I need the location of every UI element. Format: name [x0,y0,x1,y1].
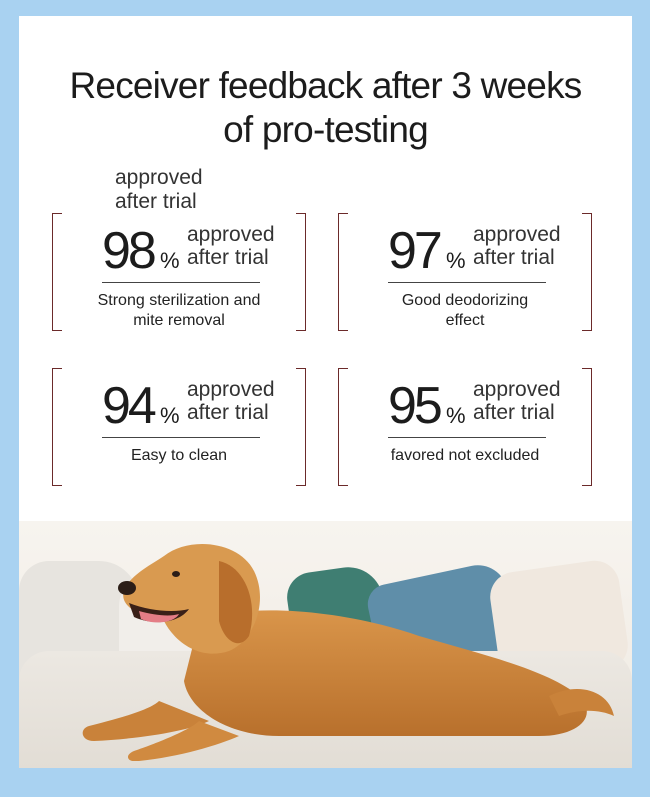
percent-sign: % [446,403,466,428]
bracket-right [296,213,306,331]
description-line-1: favored not excluded [390,447,540,464]
stat-label-line-2: after trial [187,246,269,269]
bracket-right [582,368,592,486]
stat-card-easy-clean: 94 % approved after trial Easy to clean [52,368,306,486]
stat-percentage: 98 [102,222,157,280]
stat-label: approved after trial [187,378,275,424]
stat-description: Strong sterilization and mite removal [72,291,286,331]
bracket-left [52,368,62,486]
dog-on-sofa-photo [19,521,632,768]
title-line-1: Receiver feedback after 3 weeks [69,65,583,106]
stat-description: Good deodorizing effect [358,291,572,331]
bracket-left [338,213,348,331]
stat-description: favored not excluded [358,446,572,466]
bracket-right [296,368,306,486]
stat-label: approved after trial [473,378,561,424]
title-line-2: of pro-testing [223,109,429,150]
divider-line [388,437,546,438]
stat-percentage: 94 [102,377,157,435]
floating-label-line-1: approved [115,166,203,189]
description-line-1: Good deodorizing [401,292,529,309]
stat-label: approved after trial [473,223,561,269]
page-title: Receiver feedback after 3 weeks of pro-t… [19,64,632,152]
divider-line [102,282,260,283]
stat-card-favored: 95 % approved after trial favored not ex… [338,368,592,486]
floating-label-line-2: after trial [115,190,197,213]
percent-sign: % [160,248,180,273]
stat-label-line-2: after trial [473,246,555,269]
bracket-right [582,213,592,331]
description-line-1: Easy to clean [130,447,228,464]
floating-approved-label: approved after trial [115,166,203,214]
description-line-2: effect [445,312,485,329]
stat-label: approved after trial [187,223,275,269]
stat-card-sterilization: 98 % approved after trial Strong sterili… [52,213,306,331]
content-panel: Receiver feedback after 3 weeks of pro-t… [19,16,632,768]
golden-retriever-illustration [82,544,614,761]
stat-label-line-1: approved [473,223,561,246]
stat-percentage: 97 [388,222,443,280]
stat-label-line-2: after trial [473,401,555,424]
stat-label-line-1: approved [473,378,561,401]
stat-label-line-1: approved [187,378,275,401]
bracket-left [338,368,348,486]
stat-card-deodorizing: 97 % approved after trial Good deodorizi… [338,213,592,331]
divider-line [102,437,260,438]
stat-label-line-1: approved [187,223,275,246]
stat-percentage: 95 [388,377,443,435]
bracket-left [52,213,62,331]
description-line-2: mite removal [133,312,225,329]
stat-description: Easy to clean [72,446,286,466]
divider-line [388,282,546,283]
percent-sign: % [446,248,466,273]
description-line-1: Strong sterilization and [97,292,261,309]
stat-label-line-2: after trial [187,401,269,424]
percent-sign: % [160,403,180,428]
